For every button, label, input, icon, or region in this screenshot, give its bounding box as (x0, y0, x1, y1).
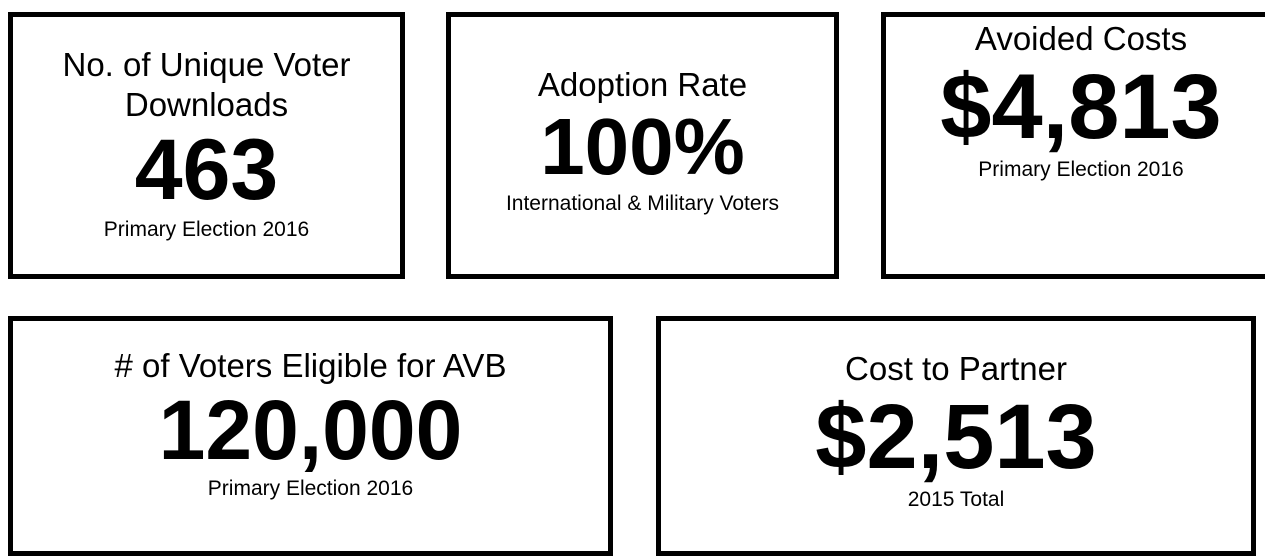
card-title: Cost to Partner (845, 350, 1067, 387)
card-value: $2,513 (815, 386, 1097, 488)
card-subtitle: 2015 Total (907, 488, 1005, 511)
stat-card: Adoption Rate 100% International & Militar… (446, 12, 839, 279)
stat-card: # of Voters Eligible for AVB 120,000 Prima… (8, 316, 613, 556)
stat-card: Avoided Costs $4,813 Primary Election 2016 (881, 12, 1265, 279)
card-subtitle: Primary Election 2016 (978, 158, 1184, 181)
card-value: 100% (540, 102, 745, 191)
stat-card: No. of Unique Voter Downloads 463 Primary … (8, 12, 405, 279)
card-subtitle: Primary Election 2016 (207, 477, 414, 500)
card-value: $4,813 (940, 56, 1222, 158)
card-title: # of Voters Eligible for AVB (114, 347, 507, 384)
card-title: Adoption Rate (537, 66, 748, 103)
stat-card: Cost to Partner $2,513 2015 Total (656, 316, 1256, 556)
card-value: 120,000 (158, 383, 463, 477)
dashboard: No. of Unique Voter Downloads 463 Primary … (8, 12, 1265, 556)
card-subtitle: International & Military Voters (505, 192, 780, 215)
card-value: 463 (134, 122, 279, 218)
card-title: No. of Unique Voter Downloads (62, 46, 351, 123)
card-subtitle: Primary Election 2016 (103, 218, 310, 241)
card-title: Avoided Costs (974, 20, 1188, 57)
